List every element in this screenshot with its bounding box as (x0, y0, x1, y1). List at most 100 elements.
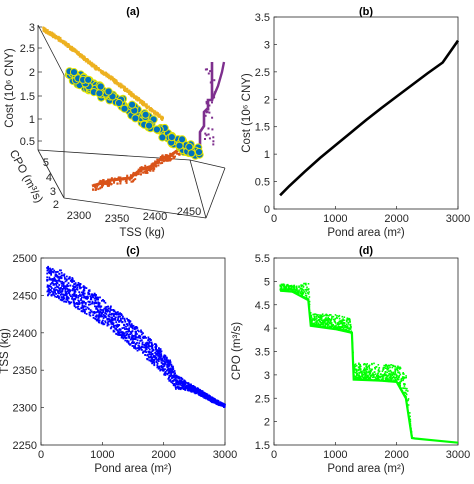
panel-c-point (112, 318, 115, 320)
panel-d-point (374, 373, 377, 375)
panel-d-point (355, 365, 358, 367)
panel-c-point (52, 278, 54, 280)
panel-c-point (138, 330, 140, 333)
panel-a-x-tick-label: 2300 (67, 210, 91, 222)
panel-d-point (292, 289, 294, 291)
panel-d-point (326, 321, 329, 324)
panel-a-orange-point (78, 53, 80, 56)
panel-d-point (337, 325, 340, 328)
panel-a-red-point (144, 164, 147, 167)
panel-c-point (64, 288, 67, 291)
panel-c-point (140, 331, 143, 333)
panel-c-point (63, 274, 65, 277)
panel-d-point (318, 325, 320, 328)
panel-c-point (48, 276, 51, 279)
panel-c-point (118, 315, 120, 318)
panel-d-point (364, 368, 366, 371)
panel-a-orange-point (126, 88, 129, 91)
panel-a-purple-point (206, 68, 208, 71)
panel-c-point (164, 358, 166, 361)
panel-c-point (56, 282, 59, 284)
panel-c-point (94, 300, 97, 302)
panel-c-point (213, 400, 216, 403)
panel-c-point (215, 401, 218, 403)
panel-a-orange-point (114, 82, 117, 84)
panel-d-point (302, 296, 304, 299)
panel-c-point (186, 389, 189, 392)
panel-d-point (411, 435, 413, 438)
panel-c-point (171, 376, 174, 379)
panel-d-title: (d) (359, 245, 373, 257)
panel-c-point (73, 289, 76, 291)
panel-a-red-point (150, 168, 153, 171)
panel-d-point (290, 287, 292, 289)
panel-d-point (405, 389, 407, 392)
panel-c-point (112, 314, 115, 316)
panel-d-point (336, 328, 338, 331)
panel-a-pareto-point (96, 82, 105, 91)
panel-c-point (64, 287, 67, 289)
panel-a-orange-point (42, 29, 45, 32)
panel-d-point (315, 318, 317, 320)
panel-c-point (66, 293, 68, 295)
panel-d-point (308, 291, 310, 293)
panel-d-point (322, 325, 325, 328)
panel-d-point (396, 378, 399, 381)
panel-a-orange-point (50, 32, 53, 35)
panel-c-point (162, 363, 164, 366)
panel-d-point (320, 325, 322, 328)
panel-c-point (206, 396, 208, 399)
panel-d-point (329, 319, 332, 322)
panel-c-point (74, 298, 76, 301)
panel-c-point (115, 312, 118, 315)
panel-c-point (81, 306, 84, 308)
panel-c-point (125, 331, 128, 333)
panel-d-point (340, 326, 342, 328)
panel-c-point (73, 305, 76, 307)
panel-c-point (119, 317, 122, 320)
panel-c-point (165, 358, 168, 361)
panel-d-point (358, 375, 360, 377)
panel-d-point (409, 420, 412, 423)
panel-d-point (399, 385, 401, 387)
panel-d-point (409, 424, 411, 427)
panel-a-orange-point (143, 104, 145, 106)
panel-d-point (327, 323, 329, 326)
panel-d-point (349, 324, 351, 326)
panel-d-point (366, 368, 369, 371)
panel-a-red-point (107, 180, 110, 183)
panel-d-point (329, 321, 331, 324)
panel-d-point (336, 327, 338, 330)
panel-c-point (114, 311, 117, 314)
panel-c-point (73, 294, 76, 297)
panel-c-point (120, 314, 123, 316)
panel-a-orange-point (130, 92, 133, 95)
panel-c-point (109, 320, 111, 322)
panel-c-point (156, 350, 158, 353)
panel-b-title: (b) (359, 6, 373, 18)
panel-d-point (383, 372, 386, 375)
panel-c-point (95, 296, 97, 299)
panel-d-point (367, 374, 369, 377)
panel-d-point (289, 290, 291, 293)
panel-d-point (393, 373, 395, 376)
panel-c-point (102, 299, 104, 301)
panel-d-point (371, 362, 373, 365)
panel-c-point (48, 285, 50, 287)
panel-c-point (103, 300, 106, 302)
panel-d-point (340, 321, 342, 324)
panel-d-point (397, 365, 399, 368)
panel-d-y-tick-label: 5 (264, 276, 270, 288)
panel-a-orange-point (133, 96, 136, 99)
panel-c-point (169, 379, 172, 382)
panel-c-point (191, 385, 193, 388)
panel-c-point (47, 271, 50, 274)
panel-a-orange-point (57, 36, 60, 39)
panel-c-point (143, 344, 146, 347)
panel-d-point (280, 288, 282, 290)
panel-c-point (53, 276, 56, 279)
panel-a-red-point (130, 177, 133, 180)
panel-c-point (112, 312, 114, 315)
panel-c-point (110, 312, 113, 315)
panel-a-orange-point (95, 68, 98, 71)
